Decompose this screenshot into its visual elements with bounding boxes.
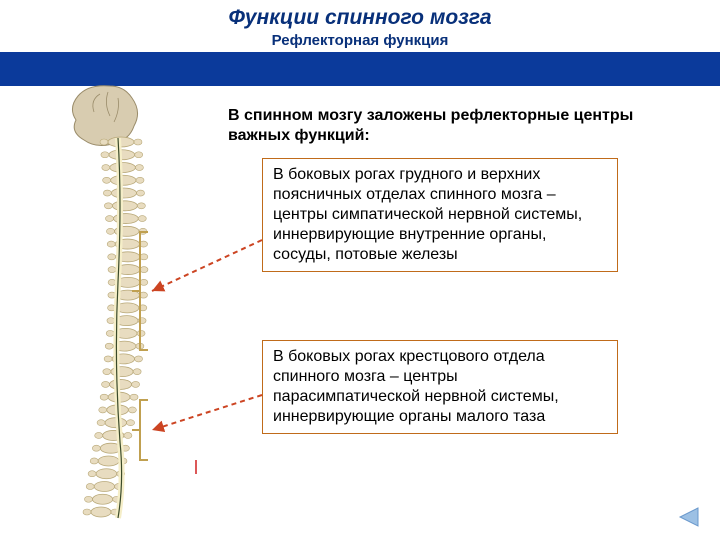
page-subtitle: Рефлекторная функция: [0, 32, 720, 49]
info-box-text: В боковых рогах крестцового отдела спинн…: [273, 348, 559, 425]
info-box-sympathetic: В боковых рогах грудного и верхних поясн…: [262, 158, 618, 272]
nav-back-button[interactable]: [676, 506, 702, 528]
header-strip: [0, 52, 720, 86]
info-box-parasympathetic: В боковых рогах крестцового отдела спинн…: [262, 340, 618, 434]
spine-illustration: [60, 82, 200, 522]
intro-text: В спинном мозгу заложены рефлекторные це…: [228, 106, 688, 146]
info-box-text: В боковых рогах грудного и верхних поясн…: [273, 166, 582, 263]
page-title: Функции спинного мозга: [0, 6, 720, 30]
